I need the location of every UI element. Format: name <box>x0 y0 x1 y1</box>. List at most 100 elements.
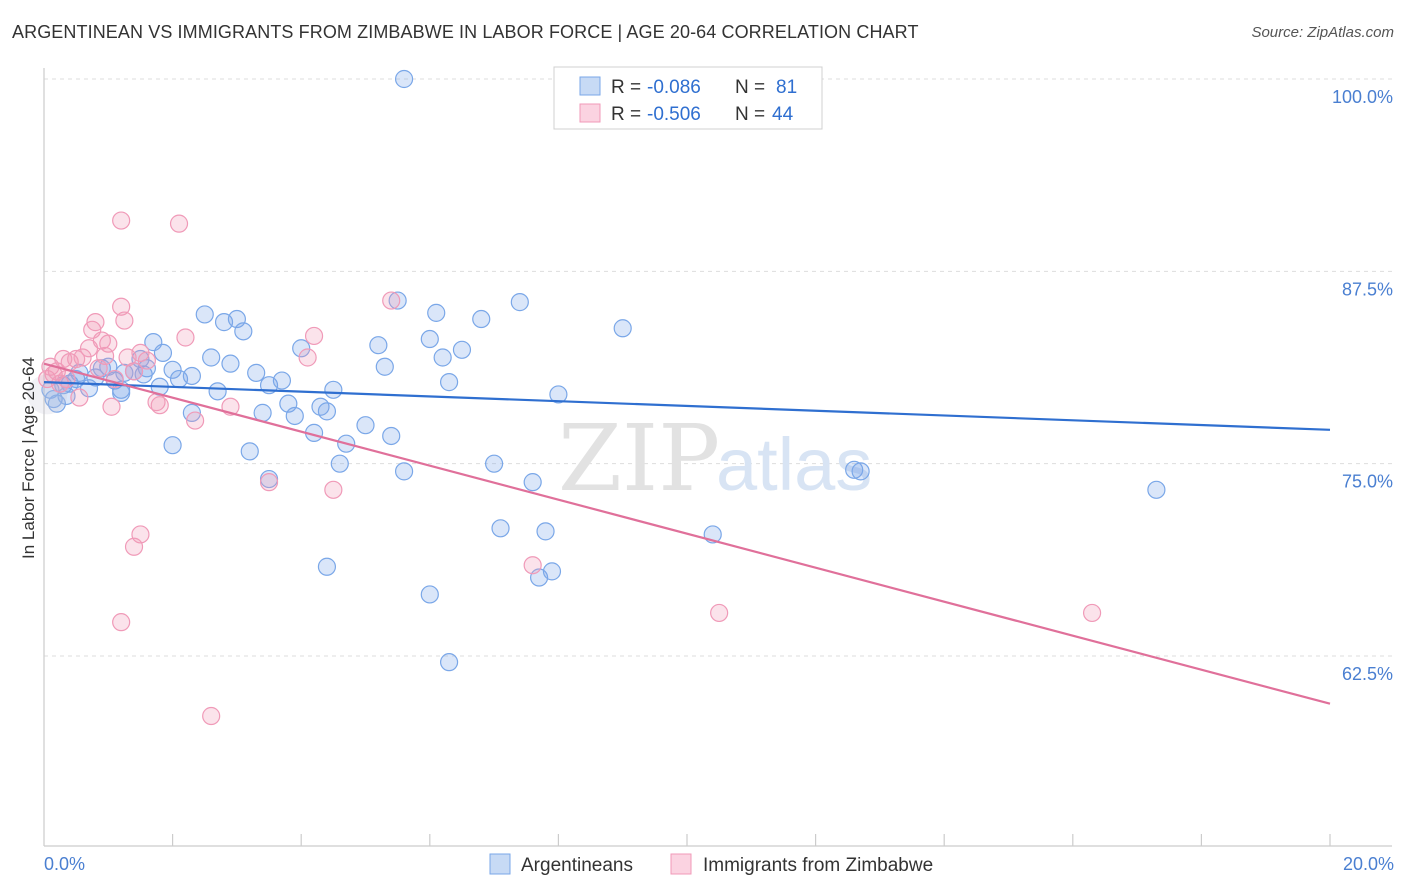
argentineans-point-50 <box>394 462 414 481</box>
argentineans-point-77 <box>1147 480 1166 499</box>
bottom-legend: Argentineans Immigrants from Zimbabwe <box>489 853 933 876</box>
zimbabwe-point-10 <box>73 348 92 367</box>
legend-swatch-argentineans <box>579 76 601 96</box>
argentineans-point-64 <box>549 385 568 404</box>
argentineans-point-29 <box>221 354 240 373</box>
argentineans-point-53 <box>433 348 452 367</box>
argentineans-point-25 <box>195 305 214 324</box>
trendlines <box>43 362 1331 705</box>
argentineans-point-2 <box>47 394 66 413</box>
x-ticks <box>172 834 1331 846</box>
legend-n-label-1: N = <box>735 104 765 125</box>
zimbabwe-point-44 <box>1082 603 1102 623</box>
zimbabwe-point-6 <box>57 369 76 389</box>
zimbabwe-point-31 <box>186 411 205 430</box>
argentineans-point-68 <box>317 557 337 576</box>
argentineans-point-65 <box>613 319 632 338</box>
top-legend: R = -0.086 N = 81 R = -0.506 N = 44 <box>553 66 823 130</box>
argentineans-point-45 <box>356 416 375 435</box>
argentineans-point-71 <box>163 436 182 455</box>
zimbabwe-point-18 <box>102 397 121 416</box>
zimbabwe-point-28 <box>112 211 131 230</box>
zimbabwe-point-25 <box>137 351 156 370</box>
argentineans-point-21 <box>153 343 173 362</box>
argentineans-point-62 <box>536 522 555 541</box>
argentineans-point-43 <box>330 454 349 473</box>
argentineans-point-38 <box>292 339 311 358</box>
argentineans-trendline <box>43 381 1331 431</box>
argentineans-point-46 <box>369 336 388 355</box>
legend-r-value-1: -0.506 <box>647 104 701 125</box>
argentineans-point-57 <box>485 454 504 473</box>
argentineans-point-24 <box>182 366 201 386</box>
bottom-legend-label-zimbabwe: Immigrants from Zimbabwe <box>703 855 933 876</box>
legend-swatch-zimbabwe <box>579 103 601 123</box>
zimbabwe-point-17 <box>99 334 118 353</box>
argentineans-point-27 <box>208 382 227 401</box>
bottom-legend-swatch-argentineans <box>489 853 511 875</box>
y-tick-label-1: 75.0% <box>1342 472 1393 492</box>
argentineans-point-22 <box>163 360 182 379</box>
zimbabwe-point-43 <box>710 603 729 623</box>
zimbabwe-point-21 <box>115 311 134 330</box>
chart-source: Source: ZipAtlas.com <box>1251 24 1394 41</box>
y-tick-label-0: 62.5% <box>1342 664 1393 684</box>
argentineans-point-75 <box>845 460 864 479</box>
zimbabwe-point-41 <box>202 706 221 726</box>
argentineans-point-67 <box>439 653 459 672</box>
zimbabwe-point-23 <box>124 362 144 381</box>
zimbabwe-point-20 <box>112 297 131 316</box>
x-tick-label-1: 20.0% <box>1343 854 1394 874</box>
argentineans-point-76 <box>851 462 870 481</box>
argentineans-point-42 <box>324 380 343 399</box>
zimbabwe-point-42 <box>523 556 542 575</box>
legend-n-value-0: 81 <box>776 77 797 98</box>
zimbabwe-point-9 <box>70 388 89 407</box>
argentineans-point-41 <box>317 402 337 421</box>
argentineans-point-32 <box>247 363 266 382</box>
argentineans-point-52 <box>427 303 446 322</box>
bottom-legend-swatch-zimbabwe <box>670 853 692 875</box>
zimbabwe-point-36 <box>324 480 343 499</box>
argentineans-point-66 <box>420 585 439 604</box>
zimbabwe-point-37 <box>382 291 401 310</box>
argentineans-point-56 <box>472 309 491 329</box>
argentineans-point-55 <box>452 340 472 359</box>
legend-r-label-1: R = <box>611 104 641 125</box>
legend-n-value-1: 44 <box>772 104 794 125</box>
zimbabwe-point-27 <box>150 396 169 415</box>
argentineans-point-78 <box>394 69 414 89</box>
argentineans-point-48 <box>382 426 401 446</box>
argentineans-point-49 <box>388 291 407 310</box>
argentineans-point-54 <box>439 373 459 392</box>
y-tick-label-3: 100.0% <box>1332 87 1393 107</box>
bottom-legend-label-argentineans: Argentineans <box>521 855 633 876</box>
argentineans-point-60 <box>523 473 542 492</box>
watermark: ZIP atlas <box>558 405 872 512</box>
watermark-zip: ZIP <box>558 405 720 512</box>
series-argentineans <box>27 69 1166 672</box>
zimbabwe-point-34 <box>298 348 317 367</box>
argentineans-point-37 <box>285 406 304 426</box>
y-axis-label: In Labor Force | Age 20-64 <box>19 357 38 559</box>
origin-cluster-point <box>27 374 68 415</box>
legend-r-label-0: R = <box>611 77 641 98</box>
zimbabwe-trendline <box>43 362 1331 705</box>
legend-n-label-0: N = <box>735 77 765 98</box>
gridlines <box>44 78 1392 657</box>
argentineans-point-26 <box>202 348 221 367</box>
zimbabwe-point-8 <box>67 349 86 369</box>
y-tick-labels: 62.5% 75.0% 87.5% 100.0% <box>1332 87 1393 684</box>
x-tick-label-0: 0.0% <box>44 854 85 874</box>
series-zimbabwe <box>38 211 1102 726</box>
y-tick-label-2: 87.5% <box>1342 279 1393 299</box>
legend-r-value-0: -0.086 <box>647 77 701 98</box>
chart-title: ARGENTINEAN VS IMMIGRANTS FROM ZIMBABWE … <box>12 22 919 42</box>
zimbabwe-point-30 <box>176 328 195 347</box>
zimbabwe-point-33 <box>259 473 279 492</box>
argentineans-point-69 <box>240 442 259 461</box>
argentineans-point-47 <box>375 357 394 376</box>
zimbabwe-point-35 <box>304 326 324 346</box>
argentineans-point-35 <box>272 371 292 390</box>
